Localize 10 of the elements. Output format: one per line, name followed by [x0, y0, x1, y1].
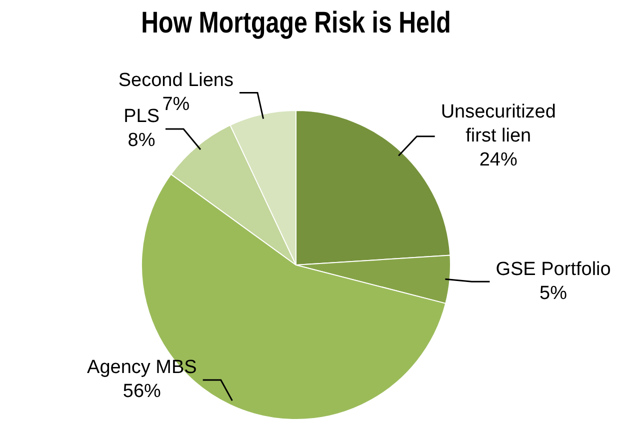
data-label: 8%: [128, 130, 156, 152]
slice-label: Unsecuritized first lien: [440, 102, 556, 147]
slice-label: Second Liens: [118, 70, 234, 91]
slice-label: GSE Portfolio: [496, 258, 611, 280]
chart-title: How Mortgage Risk is Held: [141, 4, 451, 39]
data-label: 5%: [540, 282, 568, 304]
data-label: 7%: [162, 94, 190, 115]
data-label: 56%: [122, 381, 162, 402]
data-label: 24%: [479, 150, 518, 171]
slice-label: PLS: [124, 106, 160, 128]
